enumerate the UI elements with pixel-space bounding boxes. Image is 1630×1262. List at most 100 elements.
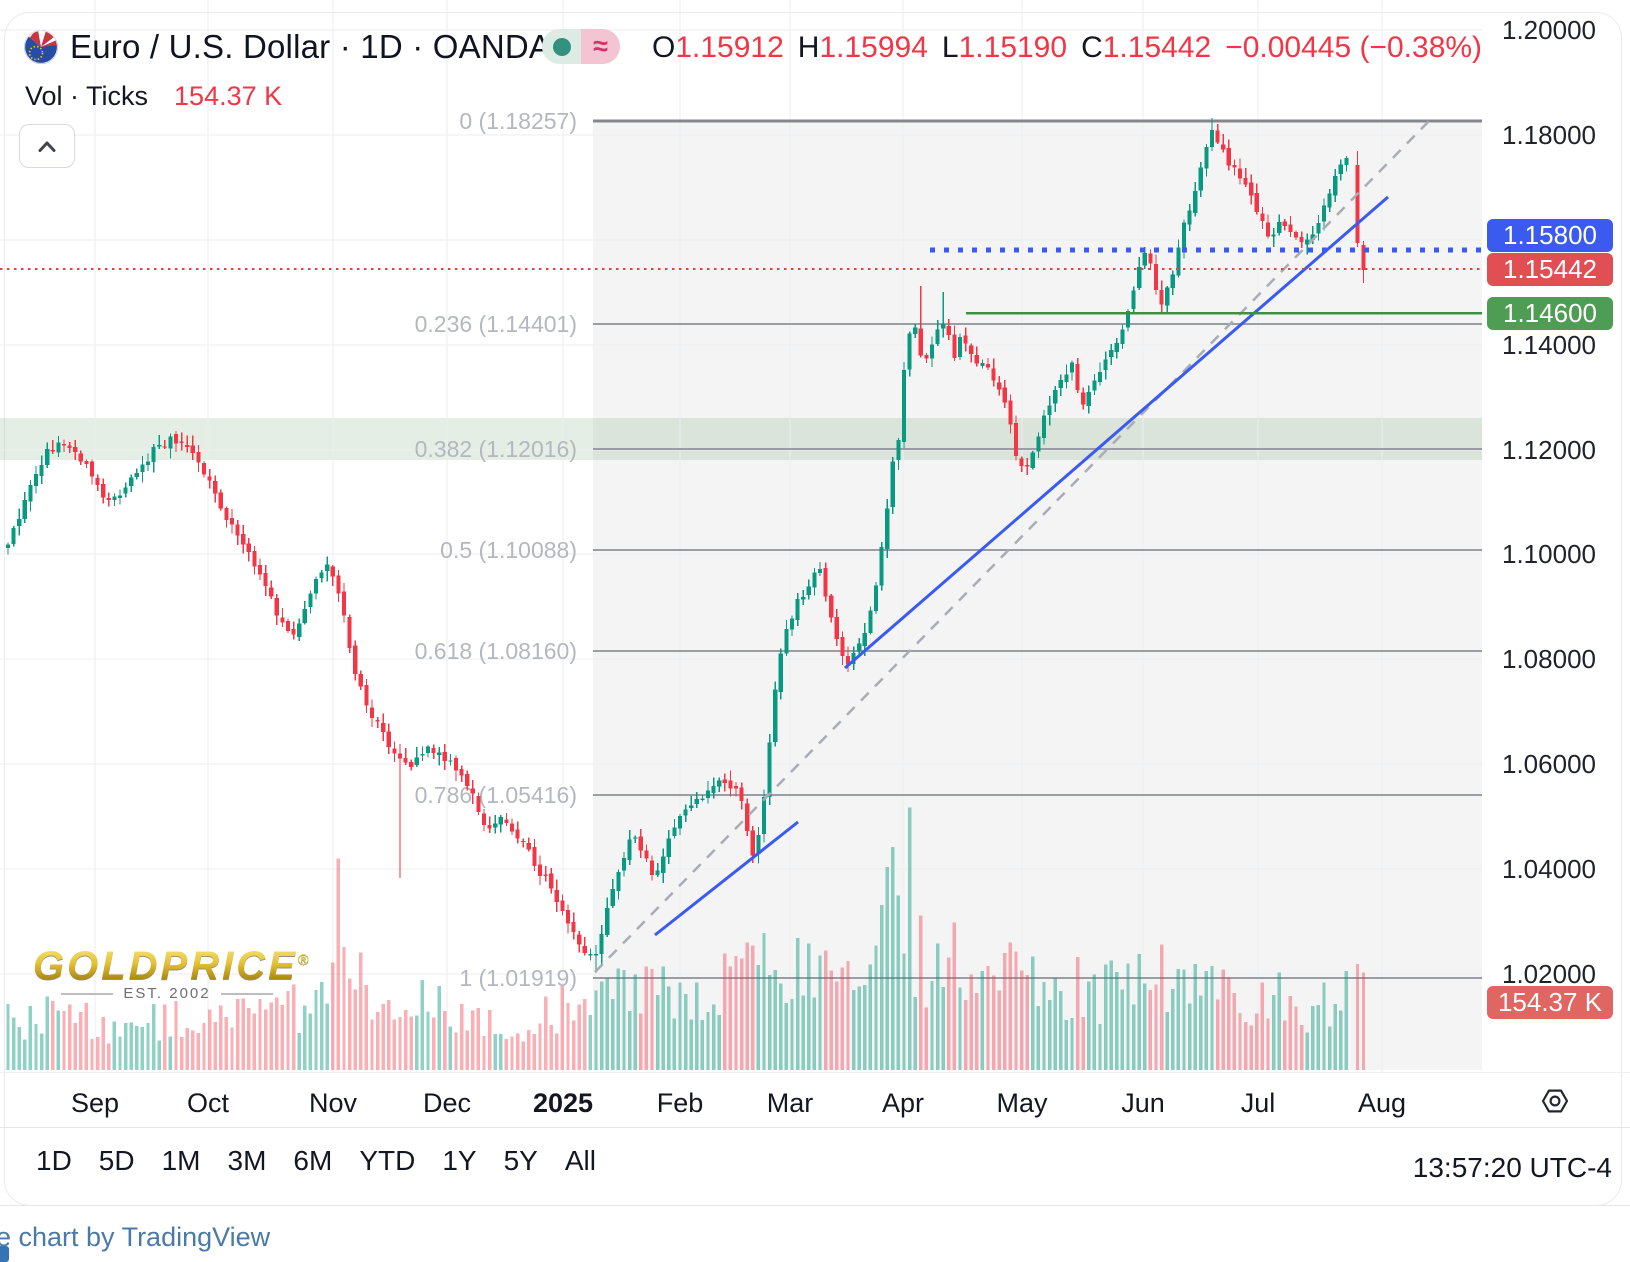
candle xyxy=(1193,190,1198,213)
volume-bar xyxy=(874,945,878,1070)
candle xyxy=(1008,400,1013,425)
volume-bar xyxy=(711,1004,716,1070)
volume-bar xyxy=(1187,1003,1192,1070)
volume-bar xyxy=(135,1026,139,1070)
range-button-all[interactable]: All xyxy=(564,1145,596,1176)
candle xyxy=(571,921,576,933)
approx-toggle[interactable]: ≈ xyxy=(581,29,620,64)
symbol-title[interactable]: Euro / U.S. Dollar · 1D · OANDA xyxy=(70,28,552,65)
collapse-legend-button[interactable] xyxy=(19,124,75,168)
candle xyxy=(140,464,145,473)
volume-bar xyxy=(980,970,985,1070)
price-axis-label: 1.18000 xyxy=(1502,120,1596,150)
range-button-ytd[interactable]: YTD xyxy=(359,1145,416,1176)
volume-bar xyxy=(784,1002,789,1070)
candle xyxy=(1019,458,1024,467)
price-chart-pane[interactable]: 0 (1.18257) 0.236 (1.14401) 0.382 (1.12016… xyxy=(0,0,1482,1072)
candle xyxy=(521,840,526,843)
candle xyxy=(1310,234,1315,240)
tradingview-attribution-link[interactable]: e chart by TradingView xyxy=(0,1222,271,1252)
volume-bar xyxy=(639,1013,643,1070)
volume-bar xyxy=(1148,990,1153,1070)
candle xyxy=(297,623,302,637)
candle xyxy=(162,446,167,448)
volume-label[interactable]: Vol · Ticks xyxy=(25,81,149,111)
range-button-1m[interactable]: 1M xyxy=(161,1145,201,1176)
volume-bar xyxy=(319,981,324,1070)
volume-bar xyxy=(655,994,660,1070)
low-value: 1.15190 xyxy=(958,31,1068,64)
candle xyxy=(465,773,470,786)
volume-bar xyxy=(1165,1011,1169,1070)
volume-bar xyxy=(1266,1018,1270,1070)
volume-bar xyxy=(907,807,912,1070)
series-visibility-toggle[interactable] xyxy=(542,29,581,64)
candle xyxy=(381,722,386,732)
range-button-5d[interactable]: 5D xyxy=(98,1145,135,1176)
candle xyxy=(952,334,957,359)
volume-bar xyxy=(566,1003,570,1070)
volume-bar xyxy=(1081,1017,1085,1070)
time-axis-label-nov: Nov xyxy=(308,1088,357,1118)
volume-bar xyxy=(168,1036,173,1070)
volume-bar xyxy=(252,1013,257,1070)
volume-bar xyxy=(62,1010,66,1070)
axis-divider xyxy=(0,1072,1630,1073)
range-button-6m[interactable]: 6M xyxy=(293,1145,333,1176)
volume-bar xyxy=(235,998,240,1070)
candle xyxy=(929,344,935,359)
candle xyxy=(257,565,263,575)
fib-level-label: 0 (1.18257) xyxy=(459,108,577,134)
candle xyxy=(285,621,291,631)
candle xyxy=(409,761,414,767)
candle xyxy=(588,954,593,956)
close-value: 1.15442 xyxy=(1102,31,1212,64)
candle xyxy=(918,328,923,356)
candle xyxy=(431,748,436,753)
support-price-badge: 1.14600 xyxy=(1487,296,1613,330)
candle xyxy=(252,551,257,567)
chart-settings-button[interactable] xyxy=(1541,1087,1569,1115)
volume-bar xyxy=(398,1016,402,1070)
range-button-1d[interactable]: 1D xyxy=(36,1145,72,1176)
range-button-1y[interactable]: 1Y xyxy=(442,1145,477,1176)
candle xyxy=(1142,253,1147,266)
volume-bar xyxy=(179,1037,184,1070)
candle xyxy=(375,720,380,722)
volume-bar xyxy=(1176,969,1181,1070)
range-button-3m[interactable]: 3M xyxy=(227,1145,267,1176)
volume-bar xyxy=(1243,1021,1248,1070)
volume-bar xyxy=(1120,989,1125,1070)
candle xyxy=(1226,147,1231,166)
volume-bar xyxy=(409,1016,413,1070)
candle xyxy=(868,610,873,633)
time-axis-label-feb: Feb xyxy=(656,1088,704,1118)
volume-bar xyxy=(1344,970,1349,1070)
candle xyxy=(1221,144,1226,150)
volume-bar xyxy=(812,997,817,1070)
volume-bar xyxy=(459,1004,464,1070)
volume-bar xyxy=(151,1004,156,1070)
blue-trendline-long[interactable] xyxy=(844,195,1389,670)
candle xyxy=(325,564,330,572)
volume-bar xyxy=(555,1033,559,1070)
time-axis-label-sep: Sep xyxy=(70,1088,120,1118)
volume-bar xyxy=(605,977,609,1070)
volume-bar xyxy=(1305,1032,1309,1070)
candle xyxy=(308,593,313,608)
candle xyxy=(112,496,117,501)
legend-toggle-pill[interactable]: ≈ xyxy=(542,29,620,64)
candle xyxy=(1120,329,1125,344)
clock-label[interactable]: 13:57:20 UTC-4 xyxy=(1412,1152,1612,1183)
blue-trendline-short[interactable] xyxy=(654,820,799,937)
range-button-5y[interactable]: 5Y xyxy=(503,1145,538,1176)
candle xyxy=(89,461,95,477)
volume-bar xyxy=(975,993,979,1070)
candle xyxy=(773,689,778,743)
candle xyxy=(291,629,296,635)
volume-bar xyxy=(6,1003,10,1070)
volume-bar xyxy=(157,1040,161,1070)
fib-retracement[interactable]: 0 (1.18257) 0.236 (1.14401) 0.382 (1.12016… xyxy=(415,108,1482,991)
volume-bar xyxy=(45,996,49,1070)
volume-bar xyxy=(622,969,626,1070)
